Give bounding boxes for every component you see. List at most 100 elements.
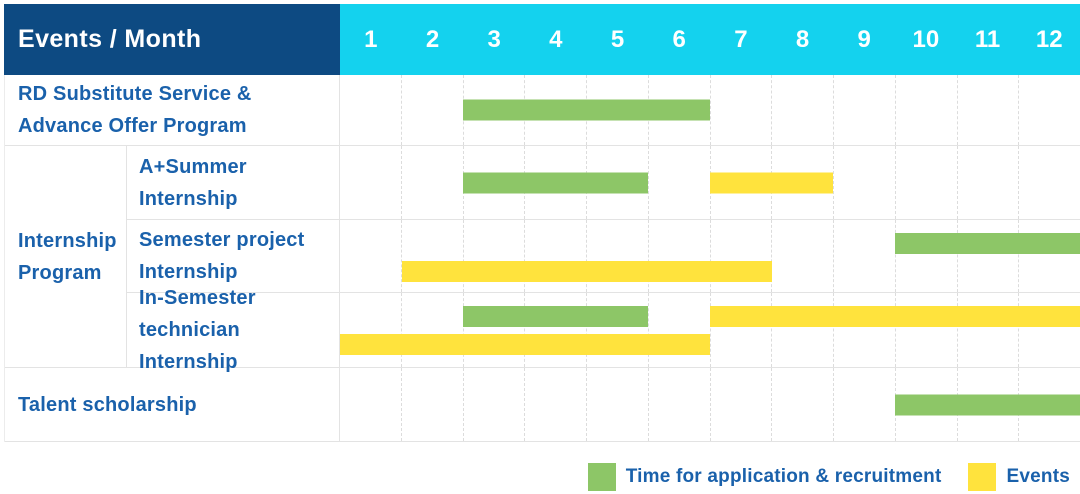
grid-column [894, 75, 957, 145]
row-timeline [340, 368, 1080, 442]
gantt-row: Talent scholarship [5, 368, 1080, 442]
gantt-row: In-Semester technician Internship [5, 287, 1080, 373]
grid-column [709, 75, 772, 145]
grid-column [462, 293, 525, 367]
grid-column [400, 146, 463, 219]
month-header-4: 4 [549, 25, 563, 53]
grid-column [400, 75, 463, 145]
grid-column [524, 293, 586, 367]
grid-column [709, 293, 772, 367]
gantt-bar-events [710, 172, 834, 193]
month-header-11: 11 [974, 25, 1001, 53]
month-header-5: 5 [610, 25, 625, 53]
grid-column [524, 368, 586, 441]
month-header-8: 8 [795, 25, 810, 53]
gantt-bar-events [401, 261, 772, 282]
gantt-bar-application [895, 233, 1080, 254]
grid-column [400, 220, 463, 292]
legend-item-events: Events [968, 463, 1070, 491]
row-label: In-Semester technician Internship [126, 287, 340, 373]
grid-column [894, 293, 957, 367]
group-label-text: Internship Program [18, 230, 117, 284]
row-label-text: In-Semester technician Internship [139, 287, 256, 373]
gantt-bar-events [340, 334, 710, 355]
grid-column [956, 146, 1019, 219]
grid-column [647, 146, 710, 219]
grid-column [647, 368, 710, 441]
grid-column [586, 368, 648, 441]
month-header-12: 12 [1035, 25, 1063, 53]
gantt-bar-application [463, 99, 710, 121]
row-timeline [340, 220, 1080, 293]
row-label-text: RD Substitute Service & Advance Offer Pr… [18, 83, 252, 137]
row-label: A+Summer Internship [126, 146, 340, 220]
month-header-10: 10 [912, 25, 940, 53]
grid-column [1018, 75, 1080, 145]
grid-column [462, 146, 525, 219]
month-header-row: 1 2 3 4 5 6 7 8 9 10 11 12 [340, 4, 1080, 75]
grid-column [647, 220, 710, 292]
grid-column [340, 368, 401, 441]
grid-column [647, 293, 710, 367]
grid-column [956, 75, 1019, 145]
grid-column [833, 293, 895, 367]
gantt-row: RD Substitute Service & Advance Offer Pr… [5, 75, 1080, 146]
month-header-1: 1 [364, 25, 378, 53]
table-header-row: Events / Month 1 2 3 4 5 6 7 8 9 10 11 12 [4, 4, 1080, 75]
grid-column [400, 293, 463, 367]
grid-column [771, 293, 833, 367]
grid-column [956, 220, 1019, 292]
gantt-bar-application [463, 306, 649, 327]
gantt-bar-application [895, 394, 1080, 415]
row-label-text: Talent scholarship [18, 393, 197, 416]
grid-column [400, 368, 463, 441]
gantt-bar-application [463, 172, 649, 193]
grid-column [340, 75, 401, 145]
table-title: Events / Month [4, 4, 340, 75]
grid-column [709, 146, 772, 219]
grid-column [1018, 146, 1080, 219]
legend: Time for application & recruitment Events [4, 463, 1080, 491]
grid-column [1018, 220, 1080, 292]
row-label: Talent scholarship [5, 368, 340, 442]
row-label: Semester project Internship [126, 220, 340, 293]
grid-column [833, 146, 895, 219]
group-label: Internship Program [5, 146, 126, 368]
gantt-row: A+Summer Internship [5, 146, 1080, 220]
grid-column [709, 220, 772, 292]
row-label-text: Semester project Internship [139, 229, 305, 283]
grid-column [462, 220, 525, 292]
grid-column [586, 220, 648, 292]
legend-label-text: Events [1006, 466, 1070, 487]
legend-label-text: Time for application & recruitment [625, 466, 942, 487]
grid-column [709, 368, 772, 441]
grid-column [340, 146, 401, 219]
grid-column [894, 146, 957, 219]
grid-column [894, 220, 957, 292]
gantt-bar-events [710, 306, 1080, 327]
legend-swatch-application [587, 463, 616, 491]
grid-column [586, 293, 648, 367]
grid-column [462, 368, 525, 441]
grid-column [833, 368, 895, 441]
row-timeline [340, 146, 1080, 220]
grid-column [771, 220, 833, 292]
row-label: RD Substitute Service & Advance Offer Pr… [5, 75, 340, 146]
legend-swatch-events [968, 463, 997, 491]
grid-column [524, 220, 586, 292]
grid-column [771, 75, 833, 145]
grid-column [771, 368, 833, 441]
row-timeline [340, 293, 1080, 368]
group-cell-spacer [5, 293, 126, 368]
month-header-3: 3 [487, 25, 501, 53]
legend-item-application: Time for application & recruitment [587, 463, 942, 491]
grid-column [462, 75, 525, 145]
gantt-row: Semester project Internship [5, 220, 1080, 293]
month-header-6: 6 [672, 25, 686, 53]
grid-column [833, 75, 895, 145]
row-label-text: A+Summer Internship [139, 155, 247, 210]
grid-column [1018, 293, 1080, 367]
grid-column [833, 220, 895, 292]
grid-column [340, 220, 401, 292]
